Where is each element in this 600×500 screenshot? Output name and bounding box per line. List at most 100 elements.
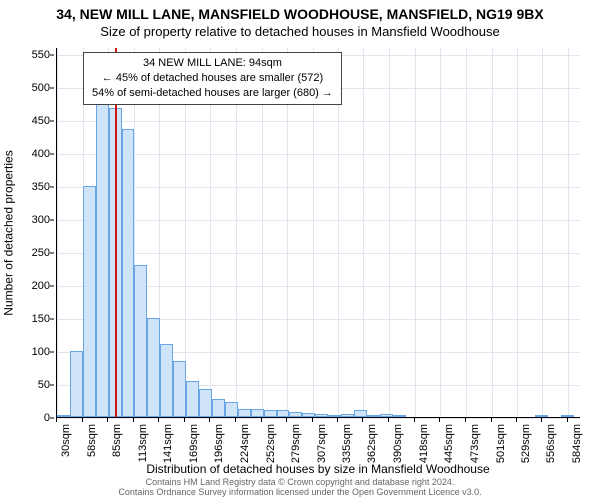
x-tick-mark (235, 418, 236, 422)
histogram-bar (380, 414, 393, 417)
y-tick-mark (50, 219, 54, 220)
x-tick-mark (567, 418, 568, 422)
y-tick-label: 300 (32, 214, 50, 226)
y-tick-mark (50, 54, 54, 55)
y-tick-mark (50, 120, 54, 121)
x-tick-mark (312, 418, 313, 422)
y-tick-mark (50, 318, 54, 319)
histogram-bar (277, 410, 290, 417)
histogram-bar (328, 415, 341, 417)
chart-container: 34, NEW MILL LANE, MANSFIELD WOODHOUSE, … (0, 0, 600, 500)
y-tick-label: 500 (32, 82, 50, 94)
x-tick-label: 224sqm (239, 424, 251, 463)
y-axis-ticks: 050100150200250300350400450500550 (0, 48, 56, 418)
plot-area: 34 NEW MILL LANE: 94sqm ← 45% of detache… (56, 48, 580, 418)
info-box: 34 NEW MILL LANE: 94sqm ← 45% of detache… (83, 52, 342, 105)
page-title: 34, NEW MILL LANE, MANSFIELD WOODHOUSE, … (0, 6, 600, 22)
histogram-bar (393, 415, 406, 417)
x-tick-label: 584sqm (571, 424, 583, 463)
x-tick-label: 473sqm (469, 424, 481, 463)
y-tick-mark (50, 351, 54, 352)
x-tick-mark (388, 418, 389, 422)
x-tick-label: 252sqm (265, 424, 277, 463)
info-line-2: ← 45% of detached houses are smaller (57… (92, 71, 333, 86)
histogram-bar (264, 410, 277, 417)
x-tick-mark (286, 418, 287, 422)
histogram-bar (561, 415, 574, 417)
x-tick-label: 58sqm (86, 424, 98, 457)
histogram-bar (57, 415, 70, 417)
x-tick-label: 85sqm (111, 424, 123, 457)
histogram-bar (315, 414, 328, 417)
x-tick-label: 307sqm (316, 424, 328, 463)
x-tick-mark (158, 418, 159, 422)
y-tick-mark (50, 186, 54, 187)
y-tick-label: 200 (32, 280, 50, 292)
y-tick-mark (50, 252, 54, 253)
x-tick-mark (541, 418, 542, 422)
histogram-bar (354, 410, 367, 417)
histogram-bar (341, 414, 354, 417)
y-tick-label: 250 (32, 247, 50, 259)
x-tick-label: 556sqm (545, 424, 557, 463)
histogram-bar (251, 409, 264, 417)
x-tick-mark (516, 418, 517, 422)
x-tick-mark (133, 418, 134, 422)
info-line-3: 54% of semi-detached houses are larger (… (92, 86, 333, 101)
x-tick-mark (107, 418, 108, 422)
x-tick-mark (439, 418, 440, 422)
x-tick-label: 529sqm (520, 424, 532, 463)
y-tick-mark (50, 285, 54, 286)
x-axis-label: Distribution of detached houses by size … (56, 462, 580, 476)
x-tick-label: 113sqm (137, 424, 149, 462)
page-subtitle: Size of property relative to detached ho… (0, 24, 600, 39)
histogram-bar (367, 415, 380, 417)
footer: Contains HM Land Registry data © Crown c… (0, 478, 600, 498)
y-tick-label: 450 (32, 115, 50, 127)
x-tick-label: 141sqm (162, 424, 174, 463)
histogram-bar (134, 265, 147, 417)
y-tick-label: 400 (32, 148, 50, 160)
histogram-bar (96, 52, 109, 417)
x-tick-mark (362, 418, 363, 422)
x-tick-label: 169sqm (188, 424, 200, 463)
y-tick-mark (50, 87, 54, 88)
y-tick-label: 150 (32, 313, 50, 325)
histogram-bar (289, 412, 302, 417)
histogram-bar (225, 402, 238, 417)
x-tick-mark (465, 418, 466, 422)
histogram-bar (147, 318, 160, 417)
x-tick-mark (414, 418, 415, 422)
histogram-bar (199, 389, 212, 417)
x-tick-label: 335sqm (341, 424, 353, 463)
x-tick-label: 362sqm (366, 424, 378, 463)
footer-line-2: Contains Ordnance Survey information lic… (0, 488, 600, 498)
x-tick-mark (209, 418, 210, 422)
x-tick-label: 196sqm (213, 424, 225, 463)
histogram-bar (173, 361, 186, 417)
x-tick-mark (337, 418, 338, 422)
histogram-bar (160, 344, 173, 417)
x-tick-label: 390sqm (392, 424, 404, 463)
y-tick-mark (50, 418, 54, 419)
histogram-bar (122, 129, 135, 417)
y-tick-mark (50, 384, 54, 385)
histogram-bar (70, 351, 83, 417)
histogram-bar (186, 381, 199, 417)
histogram-bar (535, 415, 548, 417)
histogram-bar (212, 399, 225, 418)
histogram-bar (302, 413, 315, 417)
histogram-bar (238, 409, 251, 417)
y-tick-mark (50, 153, 54, 154)
x-tick-mark (491, 418, 492, 422)
y-tick-label: 550 (32, 49, 50, 61)
x-tick-mark (261, 418, 262, 422)
histogram-bar (83, 186, 96, 417)
x-tick-label: 418sqm (418, 424, 430, 463)
x-tick-mark (56, 418, 57, 422)
y-tick-label: 100 (32, 346, 50, 358)
x-tick-label: 501sqm (495, 424, 507, 463)
x-tick-label: 30sqm (60, 424, 72, 457)
x-tick-mark (82, 418, 83, 422)
x-tick-label: 279sqm (290, 424, 302, 463)
